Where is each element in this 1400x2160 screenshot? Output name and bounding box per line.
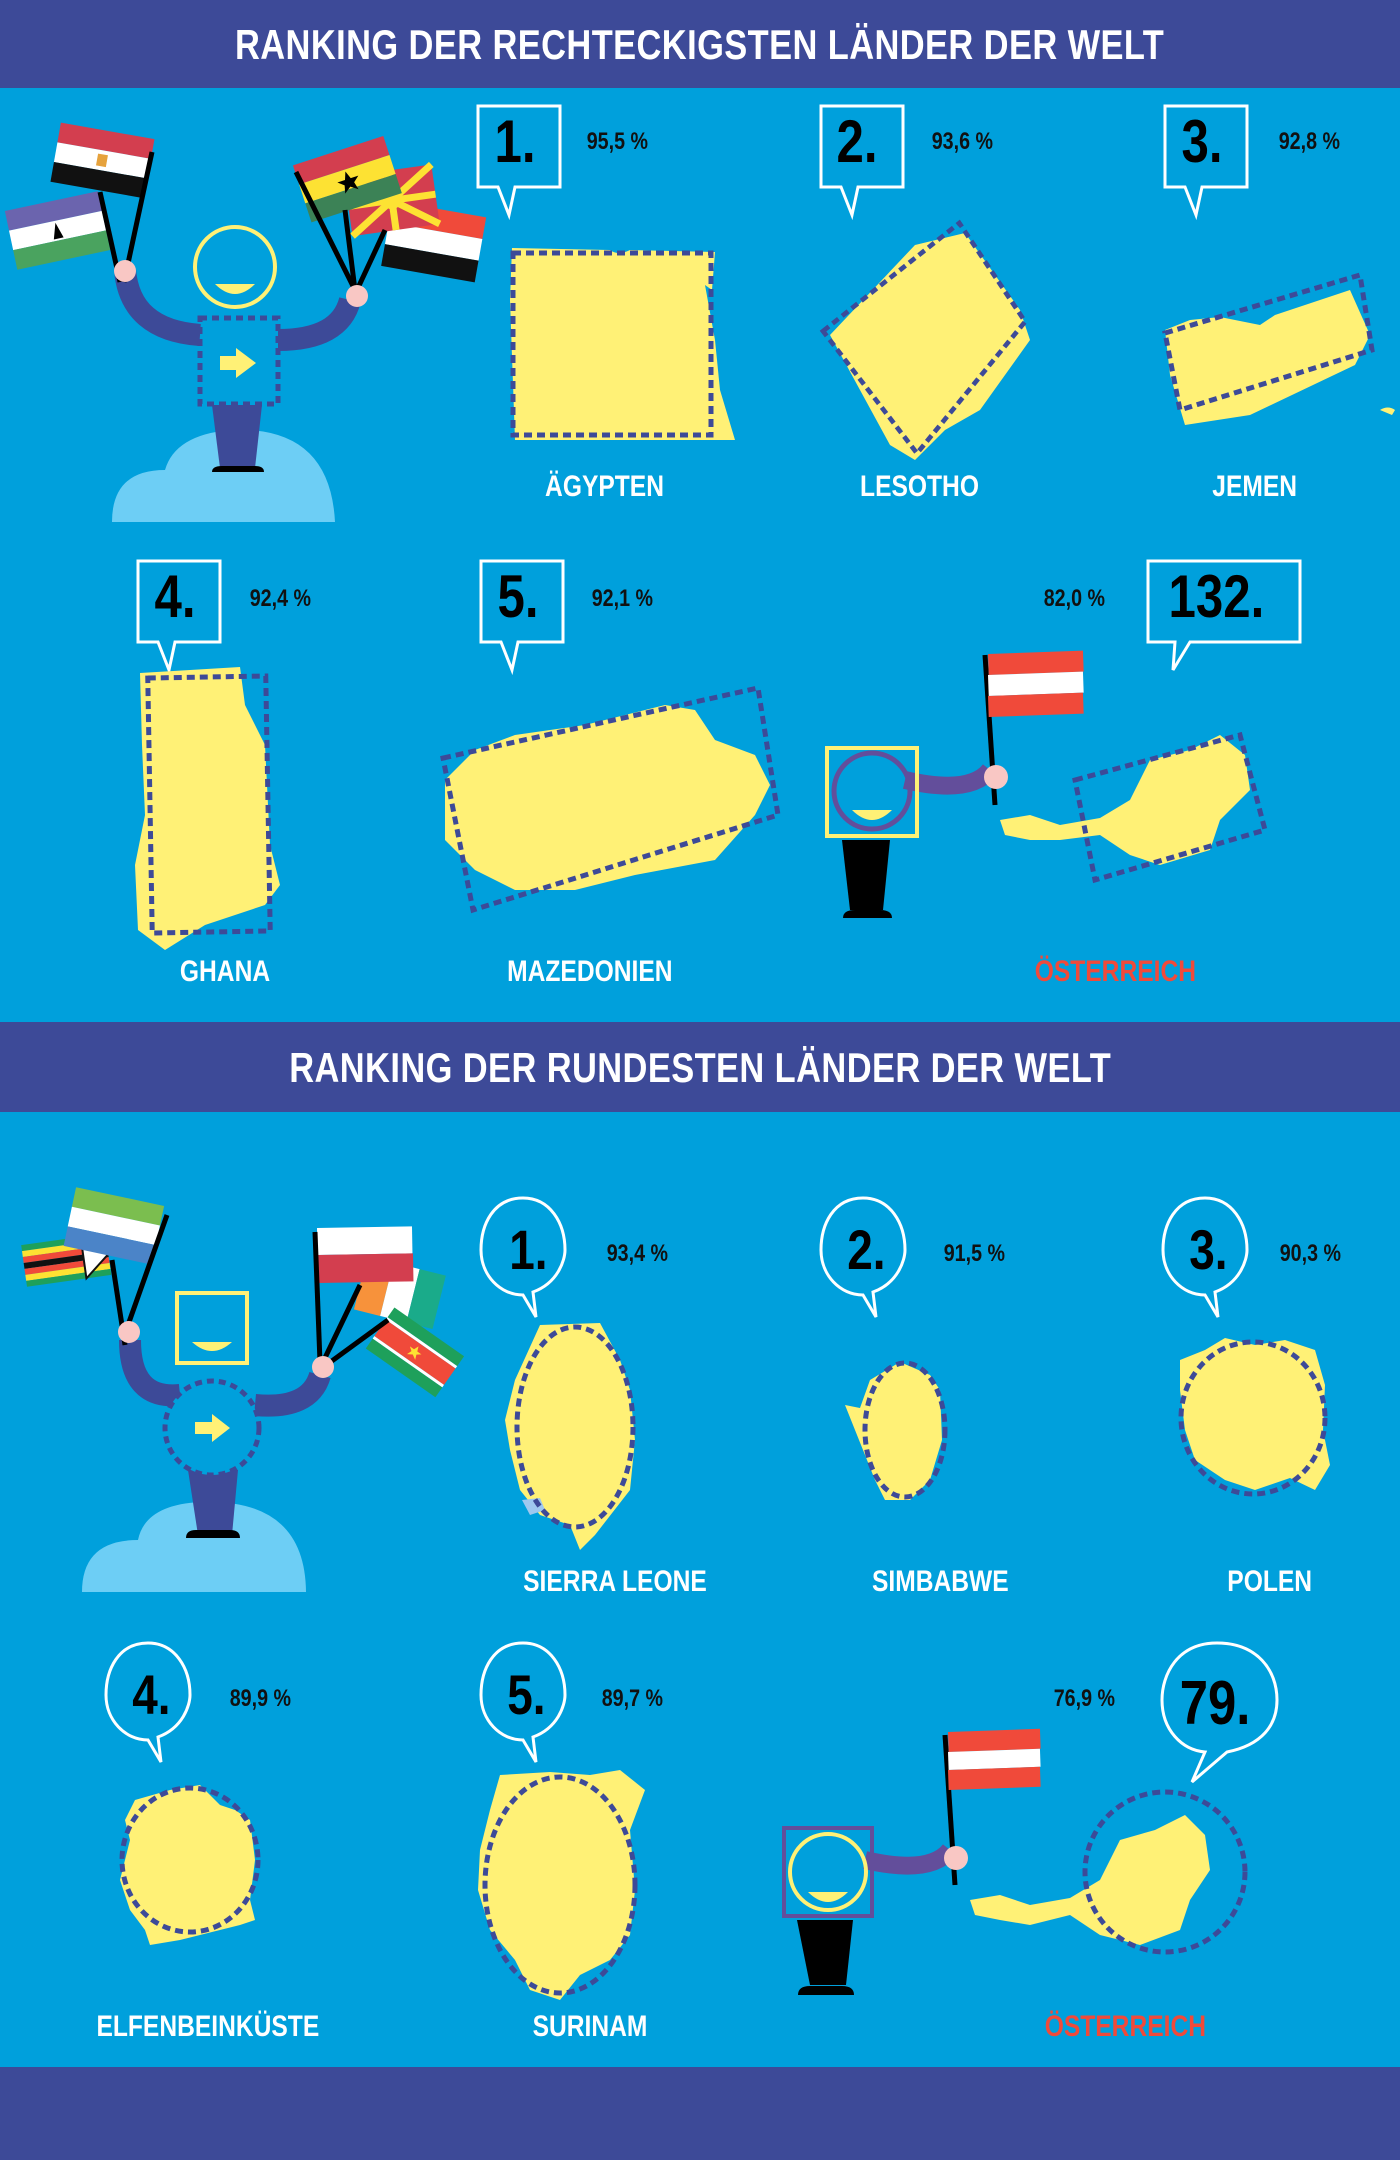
country-shape-sierra-leone [505, 1323, 636, 1550]
rank-bubble-highlight [1160, 1641, 1279, 1784]
country-shape-poland [1178, 1338, 1330, 1497]
rank-bubble-4 [104, 1641, 192, 1763]
mascot-round [0, 1180, 480, 1610]
rank-number: 4. [132, 1663, 171, 1726]
section-title-rectangular: RANKING DER RECHTECKIGSTEN LÄNDER DER WE… [0, 0, 1400, 88]
country-label: GHANA [179, 955, 271, 988]
austria-mascot-rect [825, 650, 1269, 918]
country-label: ELFENBEINKÜSTE [96, 2010, 320, 2043]
rank-bubble-highlight [1146, 559, 1302, 671]
country-label: LESOTHO [860, 470, 980, 503]
rank-number-highlight: 132. [1168, 563, 1265, 630]
rank-number: 1. [509, 1218, 548, 1281]
country-label: SURINAM [532, 2010, 648, 2043]
rank-number: 5. [507, 1663, 546, 1726]
rank-number-highlight: 79. [1179, 1669, 1251, 1738]
rank-bubble-4 [136, 559, 222, 676]
country-shape-yemen [1162, 271, 1395, 425]
country-label: SIMBABWE [871, 1565, 1009, 1598]
percent-value: 92,8 % [1278, 128, 1340, 155]
rank-number: 1. [494, 108, 536, 175]
rank-bubble-3 [1161, 1196, 1249, 1318]
percent-value-highlight: 82,0 % [1043, 585, 1105, 612]
percent-value: 93,4 % [606, 1240, 668, 1267]
country-label: POLEN [1227, 1565, 1313, 1598]
rank-number: 5. [497, 563, 539, 630]
country-label: ÄGYPTEN [545, 470, 665, 503]
percent-value: 92,4 % [249, 585, 311, 612]
percent-value: 92,1 % [591, 585, 653, 612]
country-shape-surinam [478, 1770, 645, 2000]
footer-band [0, 2067, 1400, 2160]
percent-value: 91,5 % [943, 1240, 1005, 1267]
rank-number: 3. [1181, 108, 1223, 175]
country-label-highlight: ÖSTERREICH [1044, 2010, 1206, 2043]
country-shape-ghana [135, 667, 280, 950]
mascot-illustration [21, 1187, 465, 1592]
section-title-round: RANKING DER RUNDESTEN LÄNDER DER WELT [0, 1022, 1400, 1112]
rank-number: 2. [847, 1218, 886, 1281]
country-shape-lesotho [819, 219, 1030, 460]
country-label: MAZEDONIEN [507, 955, 673, 988]
percent-value: 89,7 % [601, 1685, 663, 1712]
country-shape-macedonia [440, 684, 781, 914]
country-shape-ivory-coast [119, 1785, 261, 1945]
rank-bubble-2 [819, 1196, 907, 1318]
rank-bubble-2 [819, 104, 905, 221]
country-shape-egypt [510, 248, 735, 440]
percent-value: 93,6 % [931, 128, 993, 155]
country-shape-zimbabwe [845, 1360, 948, 1500]
rank-bubble-1 [476, 104, 562, 221]
percent-value: 89,9 % [229, 1685, 291, 1712]
percent-value: 90,3 % [1279, 1240, 1341, 1267]
mascot-illustration [4, 122, 487, 522]
rank-number: 3. [1189, 1218, 1228, 1281]
rank-number: 4. [154, 563, 196, 630]
country-label-highlight: ÖSTERREICH [1034, 955, 1196, 988]
country-label: JEMEN [1212, 470, 1298, 503]
rank-bubble-3 [1163, 104, 1249, 221]
percent-value-highlight: 76,9 % [1053, 1685, 1115, 1712]
rank-bubble-5 [479, 559, 565, 676]
austria-mascot-round [782, 1728, 1248, 1995]
rank-bubble-1 [479, 1196, 567, 1318]
country-label: SIERRA LEONE [523, 1565, 707, 1598]
mascot-rectangular [0, 100, 500, 540]
percent-value: 95,5 % [586, 128, 648, 155]
rank-number: 2. [836, 108, 878, 175]
rank-bubble-5 [479, 1641, 567, 1763]
